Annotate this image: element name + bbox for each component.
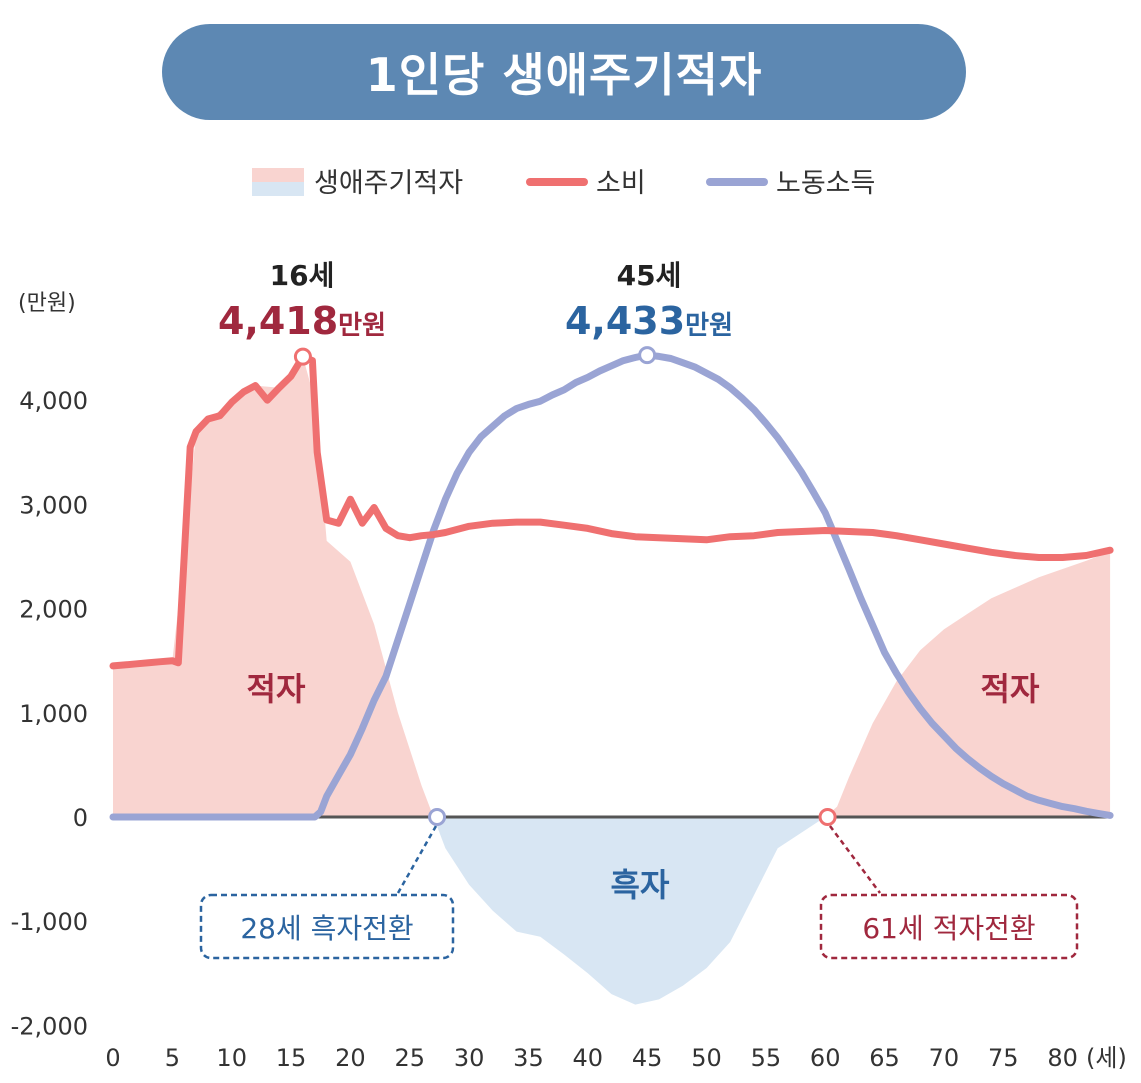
x-tick-label: 50 <box>691 1044 722 1072</box>
x-axis-unit: (세) <box>1086 1044 1127 1072</box>
x-tick-label: 35 <box>513 1044 544 1072</box>
x-tick-label: 5 <box>165 1044 180 1072</box>
x-tick-label: 75 <box>988 1044 1019 1072</box>
x-tick-label: 20 <box>335 1044 366 1072</box>
peak-value-consumption: 4,418만원 <box>218 299 386 343</box>
x-tick-label: 80 <box>1047 1044 1078 1072</box>
y-tick-label: 0 <box>73 804 88 832</box>
y-axis-unit: (만원) <box>18 291 76 316</box>
callout-leader-deficit <box>828 825 882 894</box>
peak-value-number-consumption: 4,418 <box>218 299 338 343</box>
page-title: 1인당 생애주기적자 <box>365 48 763 102</box>
peak-value-unit-consumption: 만원 <box>338 311 386 341</box>
callout-to-deficit: 61세 적자전환 <box>819 825 1079 960</box>
peak-annotation-income: 45세 4,433만원 <box>565 259 733 343</box>
callout-text-surplus: 28세 흑자전환 <box>240 912 413 945</box>
x-tick-label: 65 <box>869 1044 900 1072</box>
x-tick-label: 10 <box>216 1044 247 1072</box>
legend-label-consumption: 소비 <box>596 168 646 199</box>
x-tick-label: 40 <box>573 1044 604 1072</box>
x-tick-label: 15 <box>276 1044 307 1072</box>
peak-value-number-income: 4,433 <box>565 299 685 343</box>
tick-layer: 0 5 10 15 20 25 30 35 40 45 50 55 60 65 70 75 80 -2,000 -1… <box>11 387 1078 1072</box>
callout-box-deficit <box>819 893 1079 960</box>
legend-swatch-area-bottom <box>252 182 304 196</box>
y-tick-label: -2,000 <box>11 1012 88 1040</box>
legend-item-income: 노동소득 <box>706 168 875 199</box>
y-tick-label: 2,000 <box>19 596 88 624</box>
x-tick-label: 30 <box>454 1044 485 1072</box>
marker-peak-income <box>638 346 657 365</box>
y-tick-label: 3,000 <box>19 491 88 519</box>
x-tick-label: 70 <box>929 1044 960 1072</box>
legend-label-area: 생애주기적자 <box>314 168 463 199</box>
x-tick-label: 25 <box>394 1044 425 1072</box>
title-banner: 1인당 생애주기적자 <box>162 24 966 120</box>
x-tick-label: 45 <box>632 1044 663 1072</box>
legend-item-area: 생애주기적자 <box>252 168 463 199</box>
region-label-deficit-left: 적자 <box>247 670 306 708</box>
peak-age-consumption: 16세 <box>270 259 335 292</box>
y-tick-label: -1,000 <box>11 908 88 936</box>
marker-peak-consumption <box>293 347 312 366</box>
series-line-consumption <box>109 353 1114 670</box>
peak-age-income: 45세 <box>617 259 682 292</box>
marker-layer <box>293 346 837 826</box>
region-label-deficit-right: 적자 <box>981 670 1040 708</box>
y-tick-label: 4,000 <box>19 387 88 415</box>
area-layer <box>113 356 1111 1005</box>
marker-deficit-turn <box>818 808 837 826</box>
callout-leader-surplus <box>396 825 438 894</box>
marker-surplus-turn <box>428 808 447 826</box>
legend-swatch-area-top <box>252 168 304 182</box>
region-label-surplus: 흑자 <box>611 866 670 904</box>
y-tick-label: 1,000 <box>19 700 88 728</box>
legend: 생애주기적자 소비 노동소득 <box>252 168 875 199</box>
x-tick-label: 60 <box>810 1044 841 1072</box>
area-deficit <box>113 356 1111 817</box>
peak-annotation-consumption: 16세 4,418만원 <box>218 259 386 343</box>
x-tick-label: 55 <box>751 1044 782 1072</box>
series-line-income <box>109 351 1114 821</box>
peak-value-unit-income: 만원 <box>685 311 733 341</box>
callout-to-surplus: 28세 흑자전환 <box>199 825 455 960</box>
peak-value-income: 4,433만원 <box>565 299 733 343</box>
callout-box-surplus <box>199 893 455 960</box>
x-tick-label: 0 <box>105 1044 120 1072</box>
area-surplus <box>113 817 1111 1005</box>
legend-item-consumption: 소비 <box>526 168 646 199</box>
legend-label-income: 노동소득 <box>776 168 875 199</box>
series-line-layer <box>109 351 1114 821</box>
callout-text-deficit: 61세 적자전환 <box>862 912 1035 945</box>
